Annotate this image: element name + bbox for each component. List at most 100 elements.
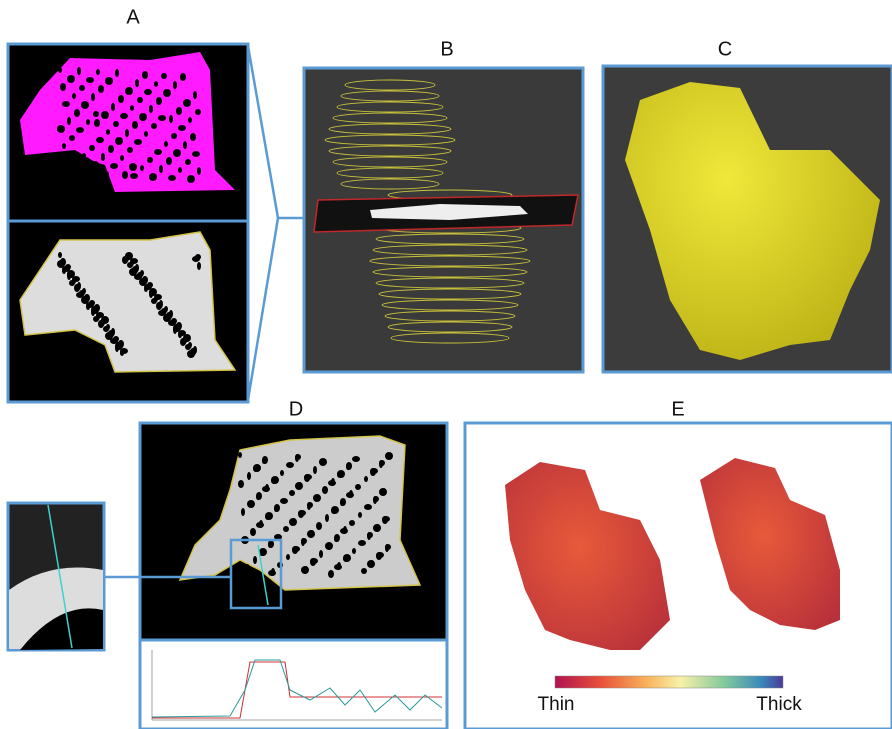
pore [382, 516, 388, 524]
pore [346, 464, 350, 470]
pore [125, 87, 133, 95]
pore [262, 486, 270, 492]
pore [96, 69, 100, 75]
panel-label: A [126, 6, 140, 28]
pore [192, 151, 200, 157]
pore [364, 504, 372, 510]
pore [307, 530, 315, 538]
pore [120, 350, 124, 356]
pore [144, 286, 148, 292]
pore [93, 111, 99, 117]
pore [352, 548, 356, 554]
pore [268, 570, 276, 576]
pore [154, 149, 162, 155]
pore [173, 149, 181, 157]
pore [268, 542, 272, 548]
pore [238, 480, 244, 488]
pore [192, 256, 200, 262]
pore [370, 468, 376, 476]
pore [118, 95, 124, 103]
pore [79, 85, 85, 91]
pore [197, 262, 201, 270]
pore [57, 260, 65, 268]
pore [72, 93, 76, 99]
pore [373, 496, 377, 504]
pore [352, 456, 360, 462]
pore [151, 123, 157, 129]
pore [62, 268, 66, 274]
pore [91, 308, 95, 316]
pore [154, 81, 158, 87]
pore [328, 480, 336, 486]
pore [69, 135, 75, 141]
pore [178, 332, 182, 338]
pore [82, 153, 86, 159]
pore [253, 466, 259, 472]
pore [144, 131, 148, 137]
figure-canvas: A B C D E Thin Thick [0, 0, 892, 729]
pore [89, 145, 95, 151]
pore [135, 79, 139, 87]
pore [197, 167, 201, 175]
pore [274, 506, 278, 512]
pore [91, 93, 95, 101]
pore [361, 568, 367, 574]
panel-label: E [671, 398, 684, 420]
pore [93, 316, 99, 322]
pore [379, 460, 383, 468]
figure: A B C D E Thin Thick [0, 0, 892, 729]
pore [301, 538, 305, 546]
pore [241, 508, 245, 516]
pore [98, 85, 104, 93]
pore [67, 75, 75, 83]
pore [319, 550, 323, 558]
pore [325, 514, 329, 522]
pore [58, 252, 62, 258]
pore [286, 462, 294, 468]
pore [169, 115, 173, 123]
pore [238, 452, 242, 458]
pore [289, 518, 297, 526]
pore [151, 298, 157, 304]
pore [283, 526, 289, 532]
pore [130, 105, 134, 111]
pore [319, 458, 327, 466]
pore [334, 564, 342, 570]
pore [247, 500, 255, 508]
pore [180, 338, 186, 346]
pore [171, 133, 177, 139]
pore [134, 139, 142, 145]
pore [149, 173, 157, 181]
pore [81, 101, 89, 109]
pore [86, 119, 90, 125]
pore [364, 476, 368, 482]
pore [94, 119, 100, 127]
pore [98, 320, 104, 328]
pore [307, 502, 311, 510]
pore [149, 105, 153, 113]
pore [65, 169, 71, 175]
pore [115, 344, 119, 352]
pore [110, 163, 118, 169]
pore [96, 137, 104, 143]
pore [168, 175, 176, 181]
pore [280, 470, 284, 476]
pore [292, 546, 298, 554]
pore [349, 520, 355, 526]
pore [298, 510, 304, 518]
pore [115, 69, 119, 77]
pore [379, 488, 387, 496]
pore [127, 147, 133, 153]
pore [313, 466, 317, 474]
panel-label: B [440, 38, 453, 60]
pore [265, 514, 271, 520]
colorbar-min-label: Thin [538, 694, 575, 715]
pore [176, 107, 182, 115]
pore [129, 163, 137, 171]
pore [185, 344, 191, 350]
pore [343, 556, 349, 562]
pore [158, 115, 166, 121]
pore [120, 155, 124, 161]
pore [137, 97, 143, 103]
pore [301, 566, 309, 574]
